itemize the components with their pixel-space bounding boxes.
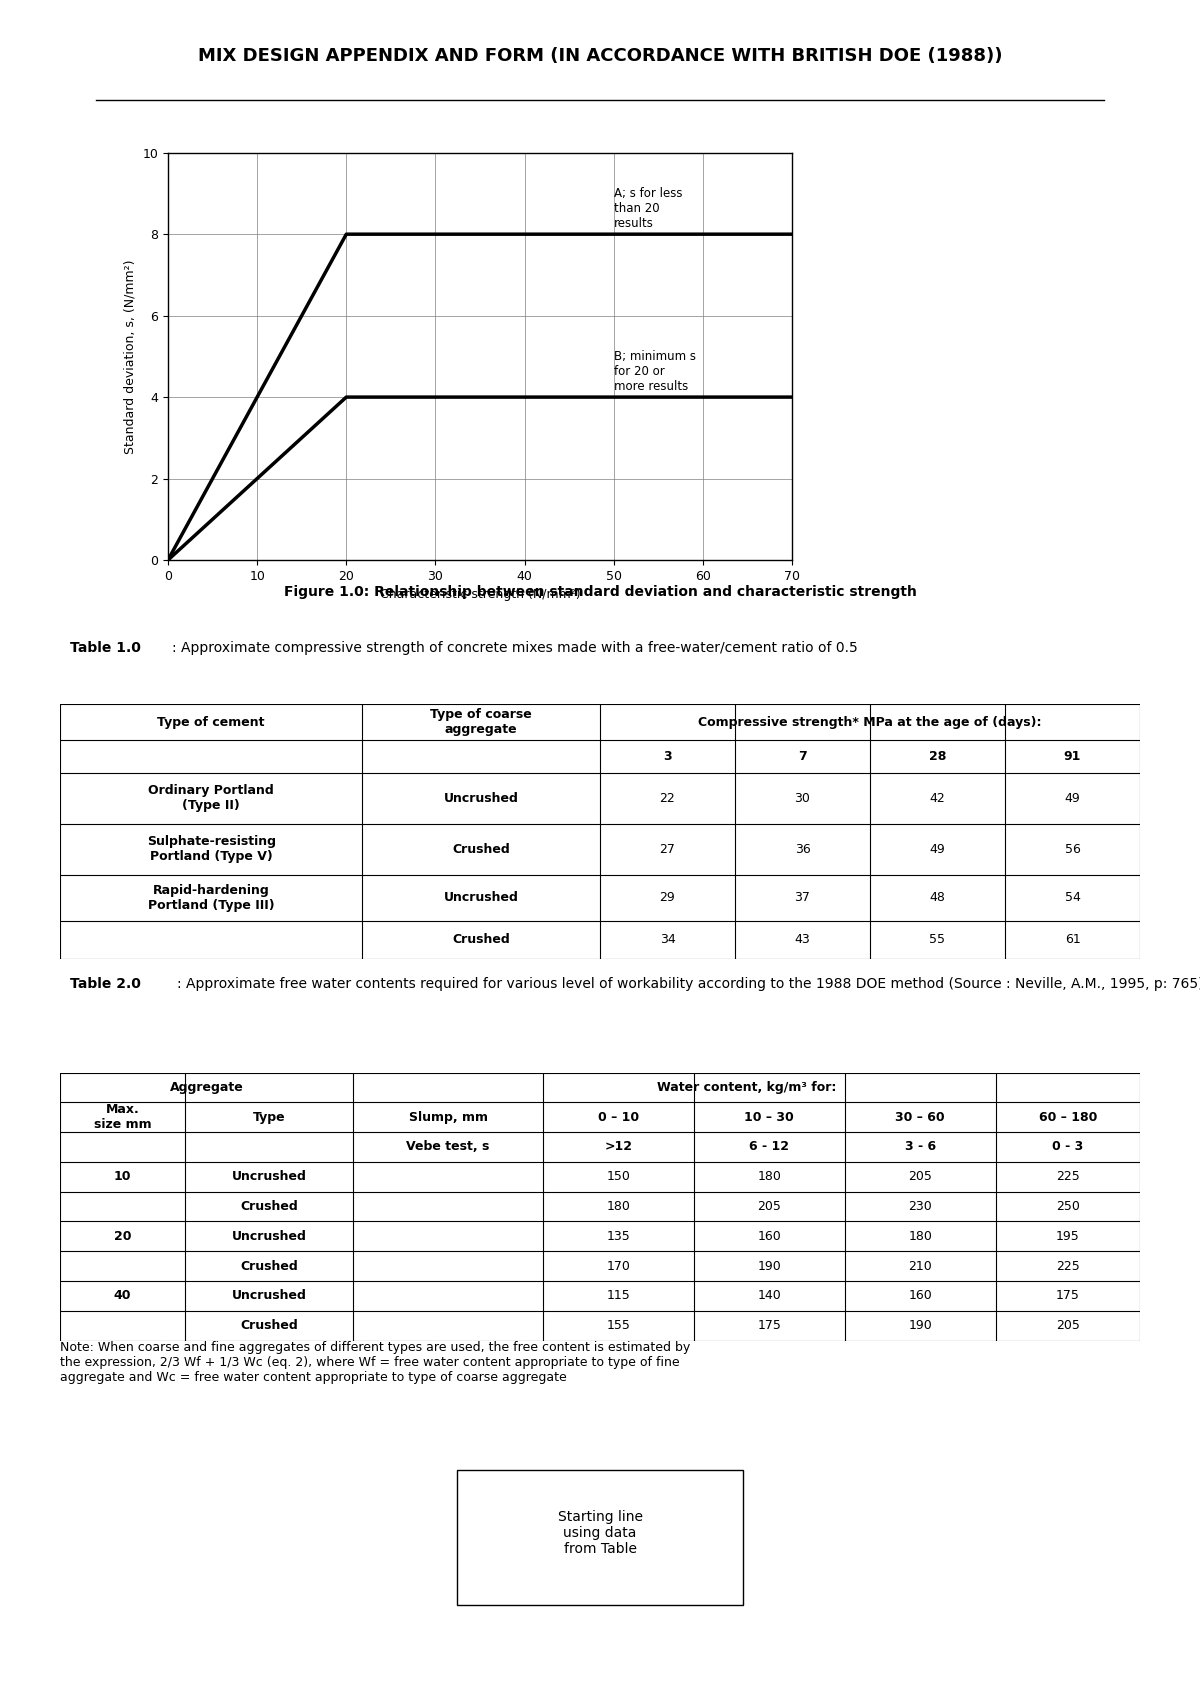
Text: 180: 180 <box>757 1171 781 1183</box>
Text: 43: 43 <box>794 933 810 947</box>
Text: Aggregate: Aggregate <box>169 1081 244 1095</box>
Text: : Approximate free water contents required for various level of workability acco: : Approximate free water contents requir… <box>178 977 1200 991</box>
Text: Slump, mm: Slump, mm <box>408 1112 487 1123</box>
Text: 30: 30 <box>794 792 810 804</box>
Text: 160: 160 <box>908 1290 932 1302</box>
Text: Uncrushed: Uncrushed <box>232 1171 306 1183</box>
Text: 91: 91 <box>1064 750 1081 764</box>
Text: Rapid-hardening
Portland (Type III): Rapid-hardening Portland (Type III) <box>148 884 275 911</box>
X-axis label: Characteristic strength (N/mm²): Characteristic strength (N/mm²) <box>379 589 581 601</box>
Y-axis label: Standard deviation, s, (N/mm²): Standard deviation, s, (N/mm²) <box>124 260 137 453</box>
Text: 190: 190 <box>757 1259 781 1273</box>
Text: 29: 29 <box>660 891 676 905</box>
Text: 180: 180 <box>908 1230 932 1242</box>
Text: 0 - 3: 0 - 3 <box>1052 1140 1084 1154</box>
Text: : Approximate compressive strength of concrete mixes made with a free-water/ceme: : Approximate compressive strength of co… <box>172 641 857 655</box>
Text: 225: 225 <box>1056 1171 1080 1183</box>
Text: 27: 27 <box>660 843 676 855</box>
Text: 175: 175 <box>1056 1290 1080 1302</box>
Text: 55: 55 <box>930 933 946 947</box>
Text: 195: 195 <box>1056 1230 1080 1242</box>
Text: Uncrushed: Uncrushed <box>444 792 518 804</box>
Text: 175: 175 <box>757 1319 781 1332</box>
Text: 210: 210 <box>908 1259 932 1273</box>
Text: Type of cement: Type of cement <box>157 716 265 728</box>
Text: 190: 190 <box>908 1319 932 1332</box>
Text: Table 1.0: Table 1.0 <box>70 641 140 655</box>
Text: 36: 36 <box>794 843 810 855</box>
Text: B; minimum s
for 20 or
more results: B; minimum s for 20 or more results <box>613 350 696 394</box>
Text: 54: 54 <box>1064 891 1080 905</box>
Text: Type of coarse
aggregate: Type of coarse aggregate <box>431 708 532 736</box>
Text: 3 - 6: 3 - 6 <box>905 1140 936 1154</box>
Text: Max.
size mm: Max. size mm <box>94 1103 151 1132</box>
Text: Uncrushed: Uncrushed <box>444 891 518 905</box>
Text: Uncrushed: Uncrushed <box>232 1290 306 1302</box>
Text: 10 – 30: 10 – 30 <box>744 1112 794 1123</box>
Text: Type: Type <box>253 1112 286 1123</box>
Text: MIX DESIGN APPENDIX AND FORM (IN ACCORDANCE WITH BRITISH DOE (1988)): MIX DESIGN APPENDIX AND FORM (IN ACCORDA… <box>198 46 1002 64</box>
Text: 28: 28 <box>929 750 946 764</box>
Text: 155: 155 <box>606 1319 630 1332</box>
Text: 205: 205 <box>908 1171 932 1183</box>
Text: 140: 140 <box>757 1290 781 1302</box>
Text: 115: 115 <box>606 1290 630 1302</box>
Text: 42: 42 <box>930 792 946 804</box>
Text: Crushed: Crushed <box>240 1259 298 1273</box>
Text: 40: 40 <box>114 1290 131 1302</box>
Text: Uncrushed: Uncrushed <box>232 1230 306 1242</box>
Text: Note: When coarse and fine aggregates of different types are used, the free cont: Note: When coarse and fine aggregates of… <box>60 1341 690 1383</box>
Text: Water content, kg/m³ for:: Water content, kg/m³ for: <box>656 1081 836 1095</box>
Text: Crushed: Crushed <box>240 1319 298 1332</box>
Text: 22: 22 <box>660 792 676 804</box>
Text: 61: 61 <box>1064 933 1080 947</box>
FancyBboxPatch shape <box>457 1470 743 1605</box>
Text: 49: 49 <box>1064 792 1080 804</box>
Text: 56: 56 <box>1064 843 1080 855</box>
Text: 37: 37 <box>794 891 810 905</box>
Text: 250: 250 <box>1056 1200 1080 1213</box>
Text: A; s for less
than 20
results: A; s for less than 20 results <box>613 187 683 231</box>
Text: 34: 34 <box>660 933 676 947</box>
Text: 30 – 60: 30 – 60 <box>895 1112 946 1123</box>
Text: 170: 170 <box>606 1259 630 1273</box>
Text: 60 – 180: 60 – 180 <box>1039 1112 1097 1123</box>
Text: 180: 180 <box>606 1200 630 1213</box>
Text: 0 – 10: 0 – 10 <box>598 1112 640 1123</box>
Text: Table 2.0: Table 2.0 <box>70 977 140 991</box>
Text: Crushed: Crushed <box>452 933 510 947</box>
Text: Figure 1.0: Relationship between standard deviation and characteristic strength: Figure 1.0: Relationship between standar… <box>283 585 917 599</box>
Text: 7: 7 <box>798 750 806 764</box>
Text: Starting line
using data
from Table: Starting line using data from Table <box>558 1510 642 1556</box>
Text: 230: 230 <box>908 1200 932 1213</box>
Text: Sulphate-resisting
Portland (Type V): Sulphate-resisting Portland (Type V) <box>146 835 276 864</box>
Text: Crushed: Crushed <box>240 1200 298 1213</box>
Text: 48: 48 <box>930 891 946 905</box>
Text: Crushed: Crushed <box>452 843 510 855</box>
Text: 150: 150 <box>606 1171 630 1183</box>
Text: Vebe test, s: Vebe test, s <box>407 1140 490 1154</box>
Text: 6 - 12: 6 - 12 <box>749 1140 790 1154</box>
Text: 160: 160 <box>757 1230 781 1242</box>
Text: Compressive strength* MPa at the age of (days):: Compressive strength* MPa at the age of … <box>698 716 1042 728</box>
Text: 49: 49 <box>930 843 946 855</box>
Text: >12: >12 <box>605 1140 632 1154</box>
Text: 205: 205 <box>757 1200 781 1213</box>
Text: 10: 10 <box>114 1171 131 1183</box>
Text: 135: 135 <box>606 1230 630 1242</box>
Text: 3: 3 <box>664 750 672 764</box>
Text: 20: 20 <box>114 1230 131 1242</box>
Text: 205: 205 <box>1056 1319 1080 1332</box>
Text: 225: 225 <box>1056 1259 1080 1273</box>
Text: Ordinary Portland
(Type II): Ordinary Portland (Type II) <box>149 784 274 813</box>
